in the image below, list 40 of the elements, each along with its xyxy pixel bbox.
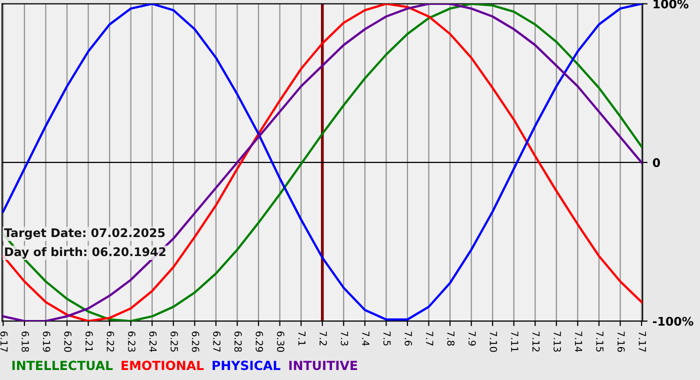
x-tick-label: 7.14	[575, 332, 582, 352]
text: INTUITIVE	[289, 360, 358, 370]
x-tick-label: 7.3	[340, 332, 348, 346]
x-tick-label: 6.22	[106, 332, 114, 352]
x-tick-label: 7.5	[383, 332, 391, 346]
x-tick-label: 6.26	[192, 332, 200, 352]
x-tick-label: 6.27	[213, 332, 220, 352]
x-tick-label: 7.7	[426, 332, 434, 346]
x-tick-label: 6.30	[276, 332, 284, 352]
x-tick-label: 7.11	[511, 332, 518, 352]
x-tick-label: 6.23	[128, 332, 136, 352]
y-tick-label: 0	[652, 158, 660, 168]
x-tick-label: 7.13	[554, 332, 561, 352]
annotation: Day of birth: 06.20.1942	[5, 247, 166, 259]
x-tick-label: 7.2	[320, 332, 327, 346]
x-tick-label: 6.18	[22, 332, 29, 352]
x-tick-label: 7.16	[617, 332, 625, 352]
x-tick-label: 7.6	[404, 332, 412, 346]
x-tick-label: 6.17	[0, 332, 8, 352]
x-tick-label: 7.4	[362, 332, 370, 346]
x-tick-label: 6.20	[64, 332, 72, 352]
x-tick-label: 6.29	[256, 332, 264, 352]
x-tick-label: 6.25	[170, 332, 178, 352]
y-tick-label: 100%	[654, 0, 688, 8]
x-tick-label: 7.9	[468, 332, 476, 346]
x-tick-label: 7.12	[532, 332, 540, 352]
x-tick-label: 6.28	[234, 332, 242, 352]
x-tick-label: 6.21	[85, 332, 93, 352]
x-tick-label: 7.10	[490, 332, 498, 352]
annotation: Target Date: 07.02.2025	[4, 228, 165, 240]
x-tick-label: 7.17	[638, 332, 646, 352]
text: PHYSICAL	[212, 360, 280, 370]
x-tick-label: 7.8	[447, 332, 455, 346]
x-tick-label: 7.15	[596, 332, 604, 352]
x-tick-label: 7.1	[298, 332, 306, 346]
text: EMOTIONAL	[122, 360, 204, 370]
x-tick-label: 6.24	[149, 332, 157, 352]
text: INTELLECTUAL	[12, 360, 113, 370]
x-tick-label: 6.19	[42, 332, 50, 352]
y-tick-label: -100%	[652, 316, 694, 326]
